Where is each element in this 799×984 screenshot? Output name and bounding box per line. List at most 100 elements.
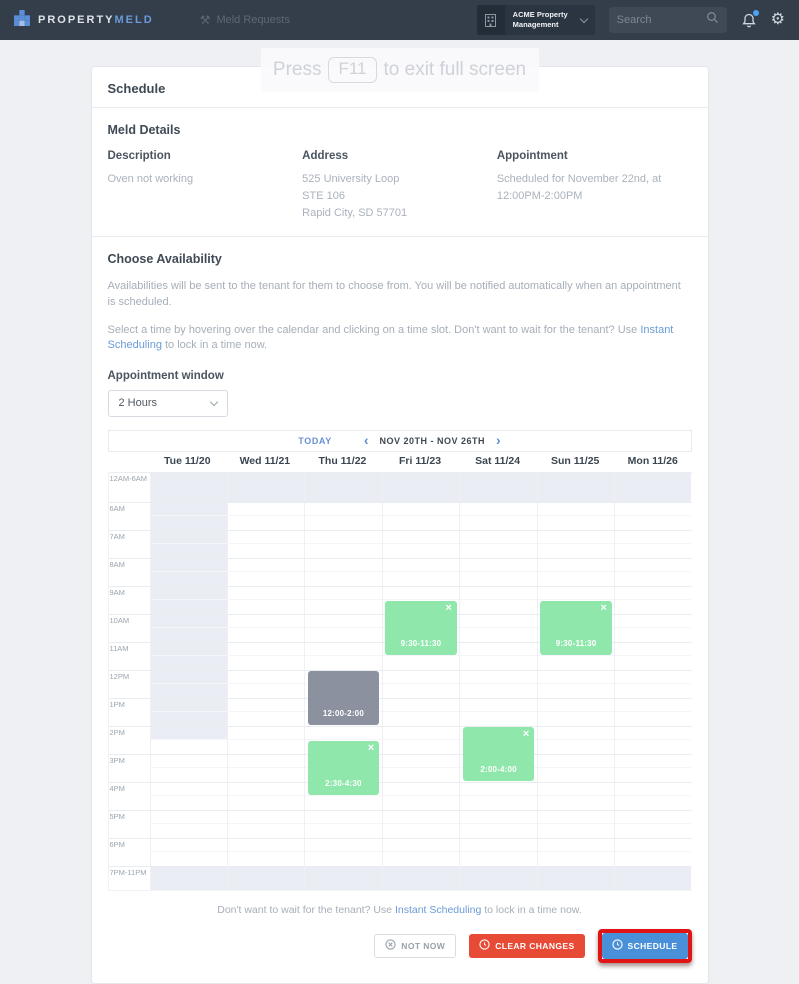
time-slot-cell[interactable] (304, 726, 382, 754)
time-slot-cell[interactable] (149, 614, 227, 642)
time-slot-cell[interactable] (459, 698, 537, 726)
time-slot-cell[interactable] (459, 530, 537, 558)
remove-availability-icon[interactable]: × (600, 601, 607, 614)
remove-availability-icon[interactable]: × (522, 727, 530, 740)
time-slot-cell[interactable] (459, 810, 537, 838)
time-slot-cell[interactable] (226, 698, 305, 726)
time-slot-cell[interactable] (614, 838, 692, 866)
time-slot-cell[interactable] (149, 472, 227, 502)
time-slot-cell[interactable] (614, 614, 692, 642)
time-slot-cell[interactable] (459, 866, 537, 890)
time-slot-cell[interactable] (614, 698, 692, 726)
time-slot-cell[interactable] (304, 810, 382, 838)
time-slot-cell[interactable] (149, 726, 227, 754)
time-slot-cell[interactable] (381, 838, 460, 866)
schedule-button[interactable]: SCHEDULE (601, 932, 688, 959)
notifications-bell-icon[interactable] (741, 9, 759, 29)
time-slot-cell[interactable] (614, 866, 692, 890)
time-slot-cell[interactable] (381, 558, 460, 586)
time-slot-cell[interactable] (304, 782, 382, 810)
time-slot-cell[interactable] (536, 698, 615, 726)
time-slot-cell[interactable] (226, 530, 305, 558)
time-slot-cell[interactable] (226, 838, 305, 866)
time-slot-cell[interactable] (304, 472, 382, 502)
time-slot-cell[interactable] (536, 472, 615, 502)
time-slot-cell[interactable] (149, 670, 227, 698)
time-slot-cell[interactable] (226, 670, 305, 698)
time-slot-cell[interactable] (614, 726, 692, 754)
time-slot-cell[interactable] (614, 810, 692, 838)
time-slot-cell[interactable] (536, 782, 615, 810)
time-slot-cell[interactable] (226, 782, 305, 810)
time-slot-cell[interactable] (536, 558, 615, 586)
availability-block[interactable]: 2:30-4:30 × (307, 740, 380, 795)
time-slot-cell[interactable] (304, 530, 382, 558)
time-slot-cell[interactable] (149, 698, 227, 726)
time-slot-cell[interactable] (459, 670, 537, 698)
availability-block[interactable]: 2:00-4:00 × (462, 726, 535, 781)
time-slot-cell[interactable] (459, 502, 537, 530)
time-slot-cell[interactable] (536, 726, 615, 754)
clear-changes-button[interactable]: CLEAR CHANGES (469, 933, 585, 958)
time-slot-cell[interactable] (149, 530, 227, 558)
time-slot-cell[interactable] (614, 530, 692, 558)
time-slot-cell[interactable] (459, 838, 537, 866)
time-slot-cell[interactable] (614, 586, 692, 614)
time-slot-cell[interactable] (304, 586, 382, 614)
time-slot-cell[interactable] (226, 642, 305, 670)
time-slot-cell[interactable] (381, 586, 460, 614)
time-slot-cell[interactable] (614, 642, 692, 670)
availability-block[interactable]: 9:30-11:30 × (385, 600, 457, 655)
time-slot-cell[interactable] (614, 670, 692, 698)
time-slot-cell[interactable] (381, 530, 460, 558)
time-slot-cell[interactable] (459, 642, 537, 670)
search-input[interactable] (616, 14, 706, 26)
time-slot-cell[interactable] (226, 558, 305, 586)
time-slot-cell[interactable] (149, 558, 227, 586)
brand-logo[interactable]: PROPERTYMELD (14, 9, 154, 31)
time-slot-cell[interactable] (226, 502, 305, 530)
time-slot-cell[interactable] (226, 472, 305, 502)
time-slot-cell[interactable] (381, 670, 460, 698)
time-slot-cell[interactable] (304, 502, 382, 530)
time-slot-cell[interactable] (149, 502, 227, 530)
time-slot-cell[interactable] (381, 726, 460, 754)
time-slot-cell[interactable] (536, 838, 615, 866)
scheduled-appointment-block[interactable]: 12:00-2:00 (307, 670, 380, 725)
time-slot-cell[interactable] (614, 754, 692, 782)
time-slot-cell[interactable] (536, 502, 615, 530)
time-slot-cell[interactable] (304, 614, 382, 642)
today-button[interactable]: TODAY (298, 435, 332, 446)
availability-block[interactable]: 9:30-11:30 × (540, 600, 612, 655)
time-slot-cell[interactable] (459, 472, 537, 502)
time-slot-cell[interactable] (149, 810, 227, 838)
instant-scheduling-link[interactable]: Instant Scheduling (107, 323, 674, 352)
time-slot-cell[interactable] (536, 866, 615, 890)
time-slot-cell[interactable] (381, 472, 460, 502)
time-slot-cell[interactable] (381, 698, 460, 726)
time-slot-cell[interactable] (149, 866, 227, 890)
time-slot-cell[interactable] (226, 586, 305, 614)
settings-gear-icon[interactable]: ⚙ (770, 11, 785, 28)
time-slot-cell[interactable] (536, 642, 615, 670)
time-slot-cell[interactable] (149, 586, 227, 614)
time-slot-cell[interactable] (304, 866, 382, 890)
instant-scheduling-link[interactable]: Instant Scheduling (394, 903, 482, 916)
time-slot-cell[interactable] (614, 558, 692, 586)
next-week-icon[interactable]: › (496, 431, 501, 448)
time-slot-cell[interactable] (614, 472, 692, 502)
time-slot-cell[interactable] (536, 810, 615, 838)
time-slot-cell[interactable] (536, 586, 615, 614)
search-box[interactable] (608, 7, 727, 33)
prev-week-icon[interactable]: ‹ (363, 431, 369, 448)
time-slot-cell[interactable] (614, 782, 692, 810)
time-slot-cell[interactable] (381, 866, 460, 890)
time-slot-cell[interactable] (226, 754, 305, 782)
time-slot-cell[interactable] (149, 782, 227, 810)
time-slot-cell[interactable] (149, 642, 227, 670)
remove-availability-icon[interactable]: × (445, 601, 452, 614)
time-slot-cell[interactable] (459, 614, 537, 642)
time-slot-cell[interactable] (536, 530, 615, 558)
time-slot-cell[interactable] (226, 866, 305, 890)
time-slot-cell[interactable] (536, 670, 615, 698)
